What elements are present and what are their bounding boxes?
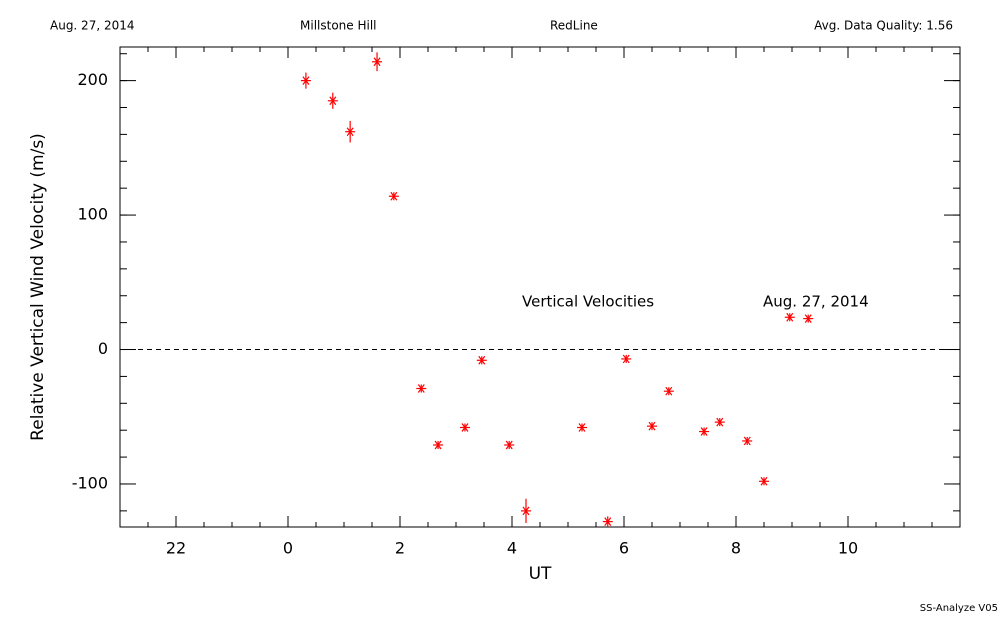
x-tick-label: 0 [283,539,293,558]
header-date: Aug. 27, 2014 [50,19,135,33]
y-axis-label: Relative Vertical Wind Velocity (m/s) [28,133,48,441]
x-tick-label: 10 [838,539,858,558]
y-tick-label: 200 [77,70,108,89]
x-tick-label: 2 [395,539,405,558]
x-tick-label: 4 [507,539,517,558]
header-line: RedLine [550,19,598,33]
header-site: Millstone Hill [300,19,376,33]
x-tick-label: 22 [166,539,186,558]
y-tick-label: -100 [72,473,108,492]
plot-frame [119,46,961,528]
x-axis-label: UT [529,564,552,584]
footer: SS-Analyze V05 [920,603,998,614]
y-tick-label: 100 [77,205,108,224]
annotation: Aug. 27, 2014 [763,293,869,311]
y-tick-label: 0 [98,339,108,358]
x-tick-label: 6 [619,539,629,558]
x-tick-label: 8 [731,539,741,558]
annotation: Vertical Velocities [522,293,654,311]
header-quality: Avg. Data Quality: 1.56 [814,19,953,33]
